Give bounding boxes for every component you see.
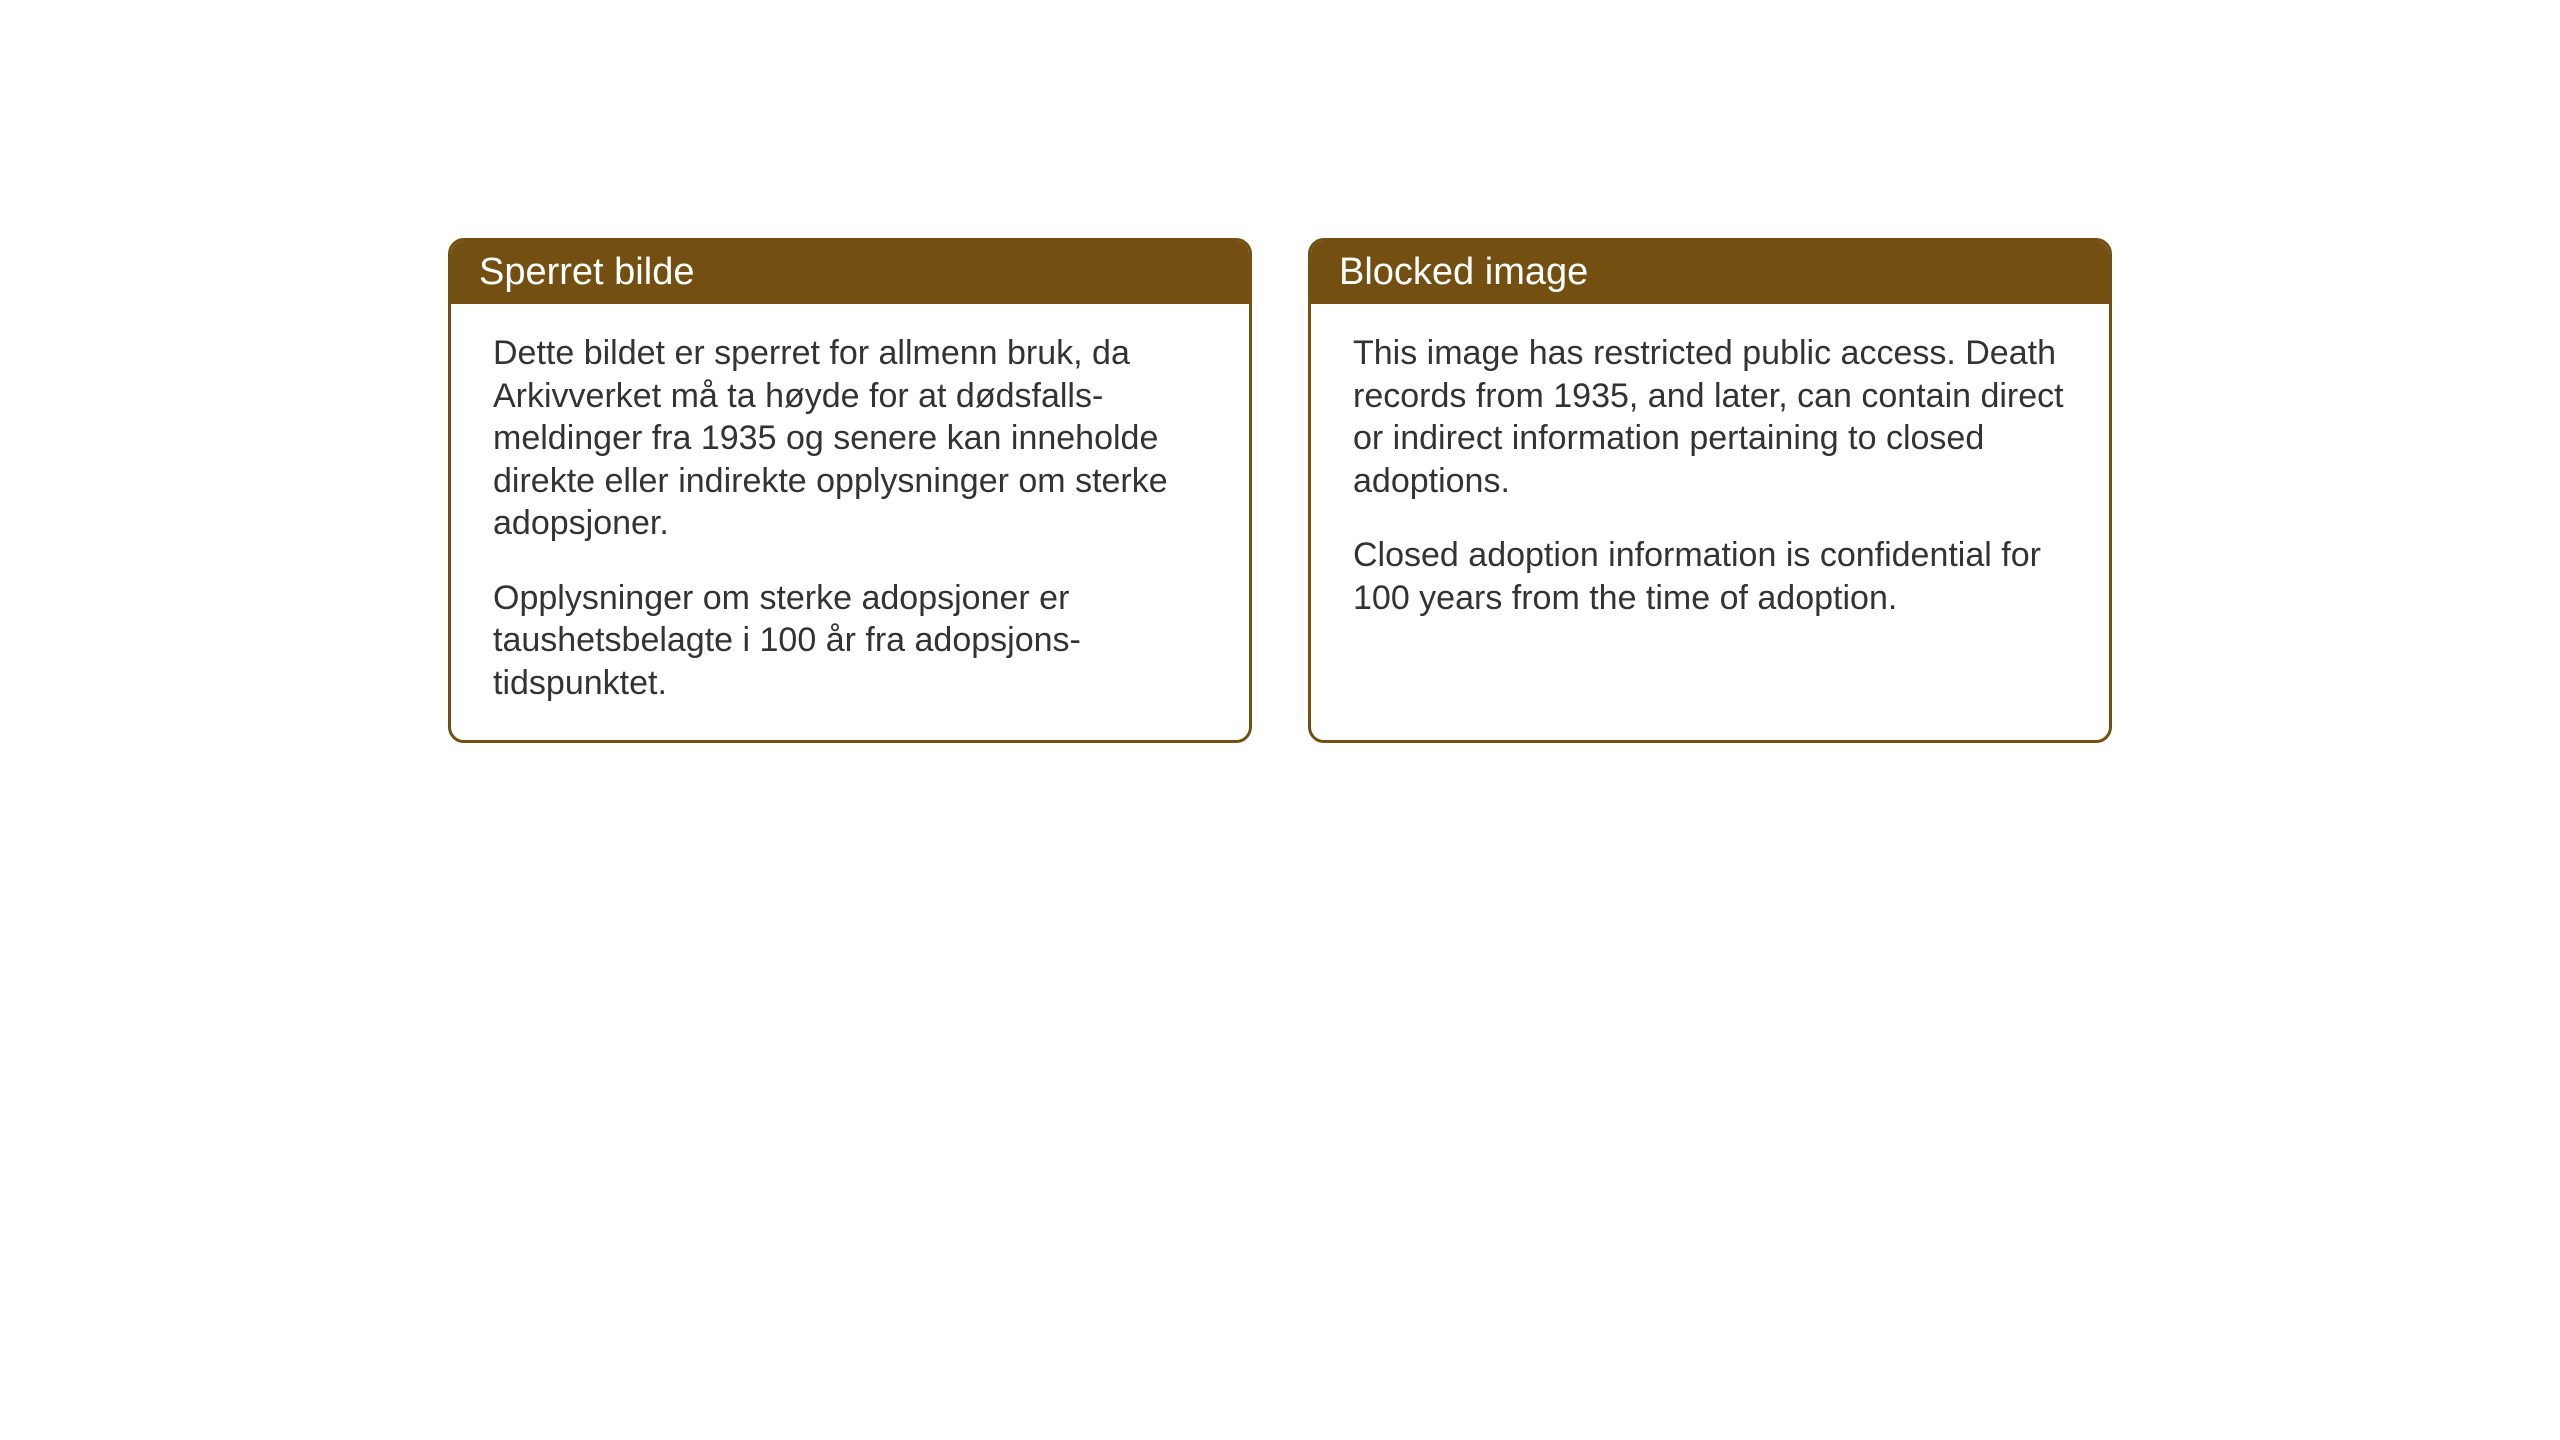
norwegian-notice-card: Sperret bilde Dette bildet er sperret fo… [448,238,1252,743]
norwegian-para-2: Opplysninger om sterke adopsjoner er tau… [493,577,1207,705]
english-para-2: Closed adoption information is confident… [1353,534,2067,619]
notice-container: Sperret bilde Dette bildet er sperret fo… [448,238,2112,743]
english-notice-card: Blocked image This image has restricted … [1308,238,2112,743]
english-card-body: This image has restricted public access.… [1311,304,2109,655]
english-para-1: This image has restricted public access.… [1353,332,2067,502]
norwegian-para-1: Dette bildet er sperret for allmenn bruk… [493,332,1207,545]
english-card-title: Blocked image [1311,241,2109,304]
norwegian-card-body: Dette bildet er sperret for allmenn bruk… [451,304,1249,740]
norwegian-card-title: Sperret bilde [451,241,1249,304]
